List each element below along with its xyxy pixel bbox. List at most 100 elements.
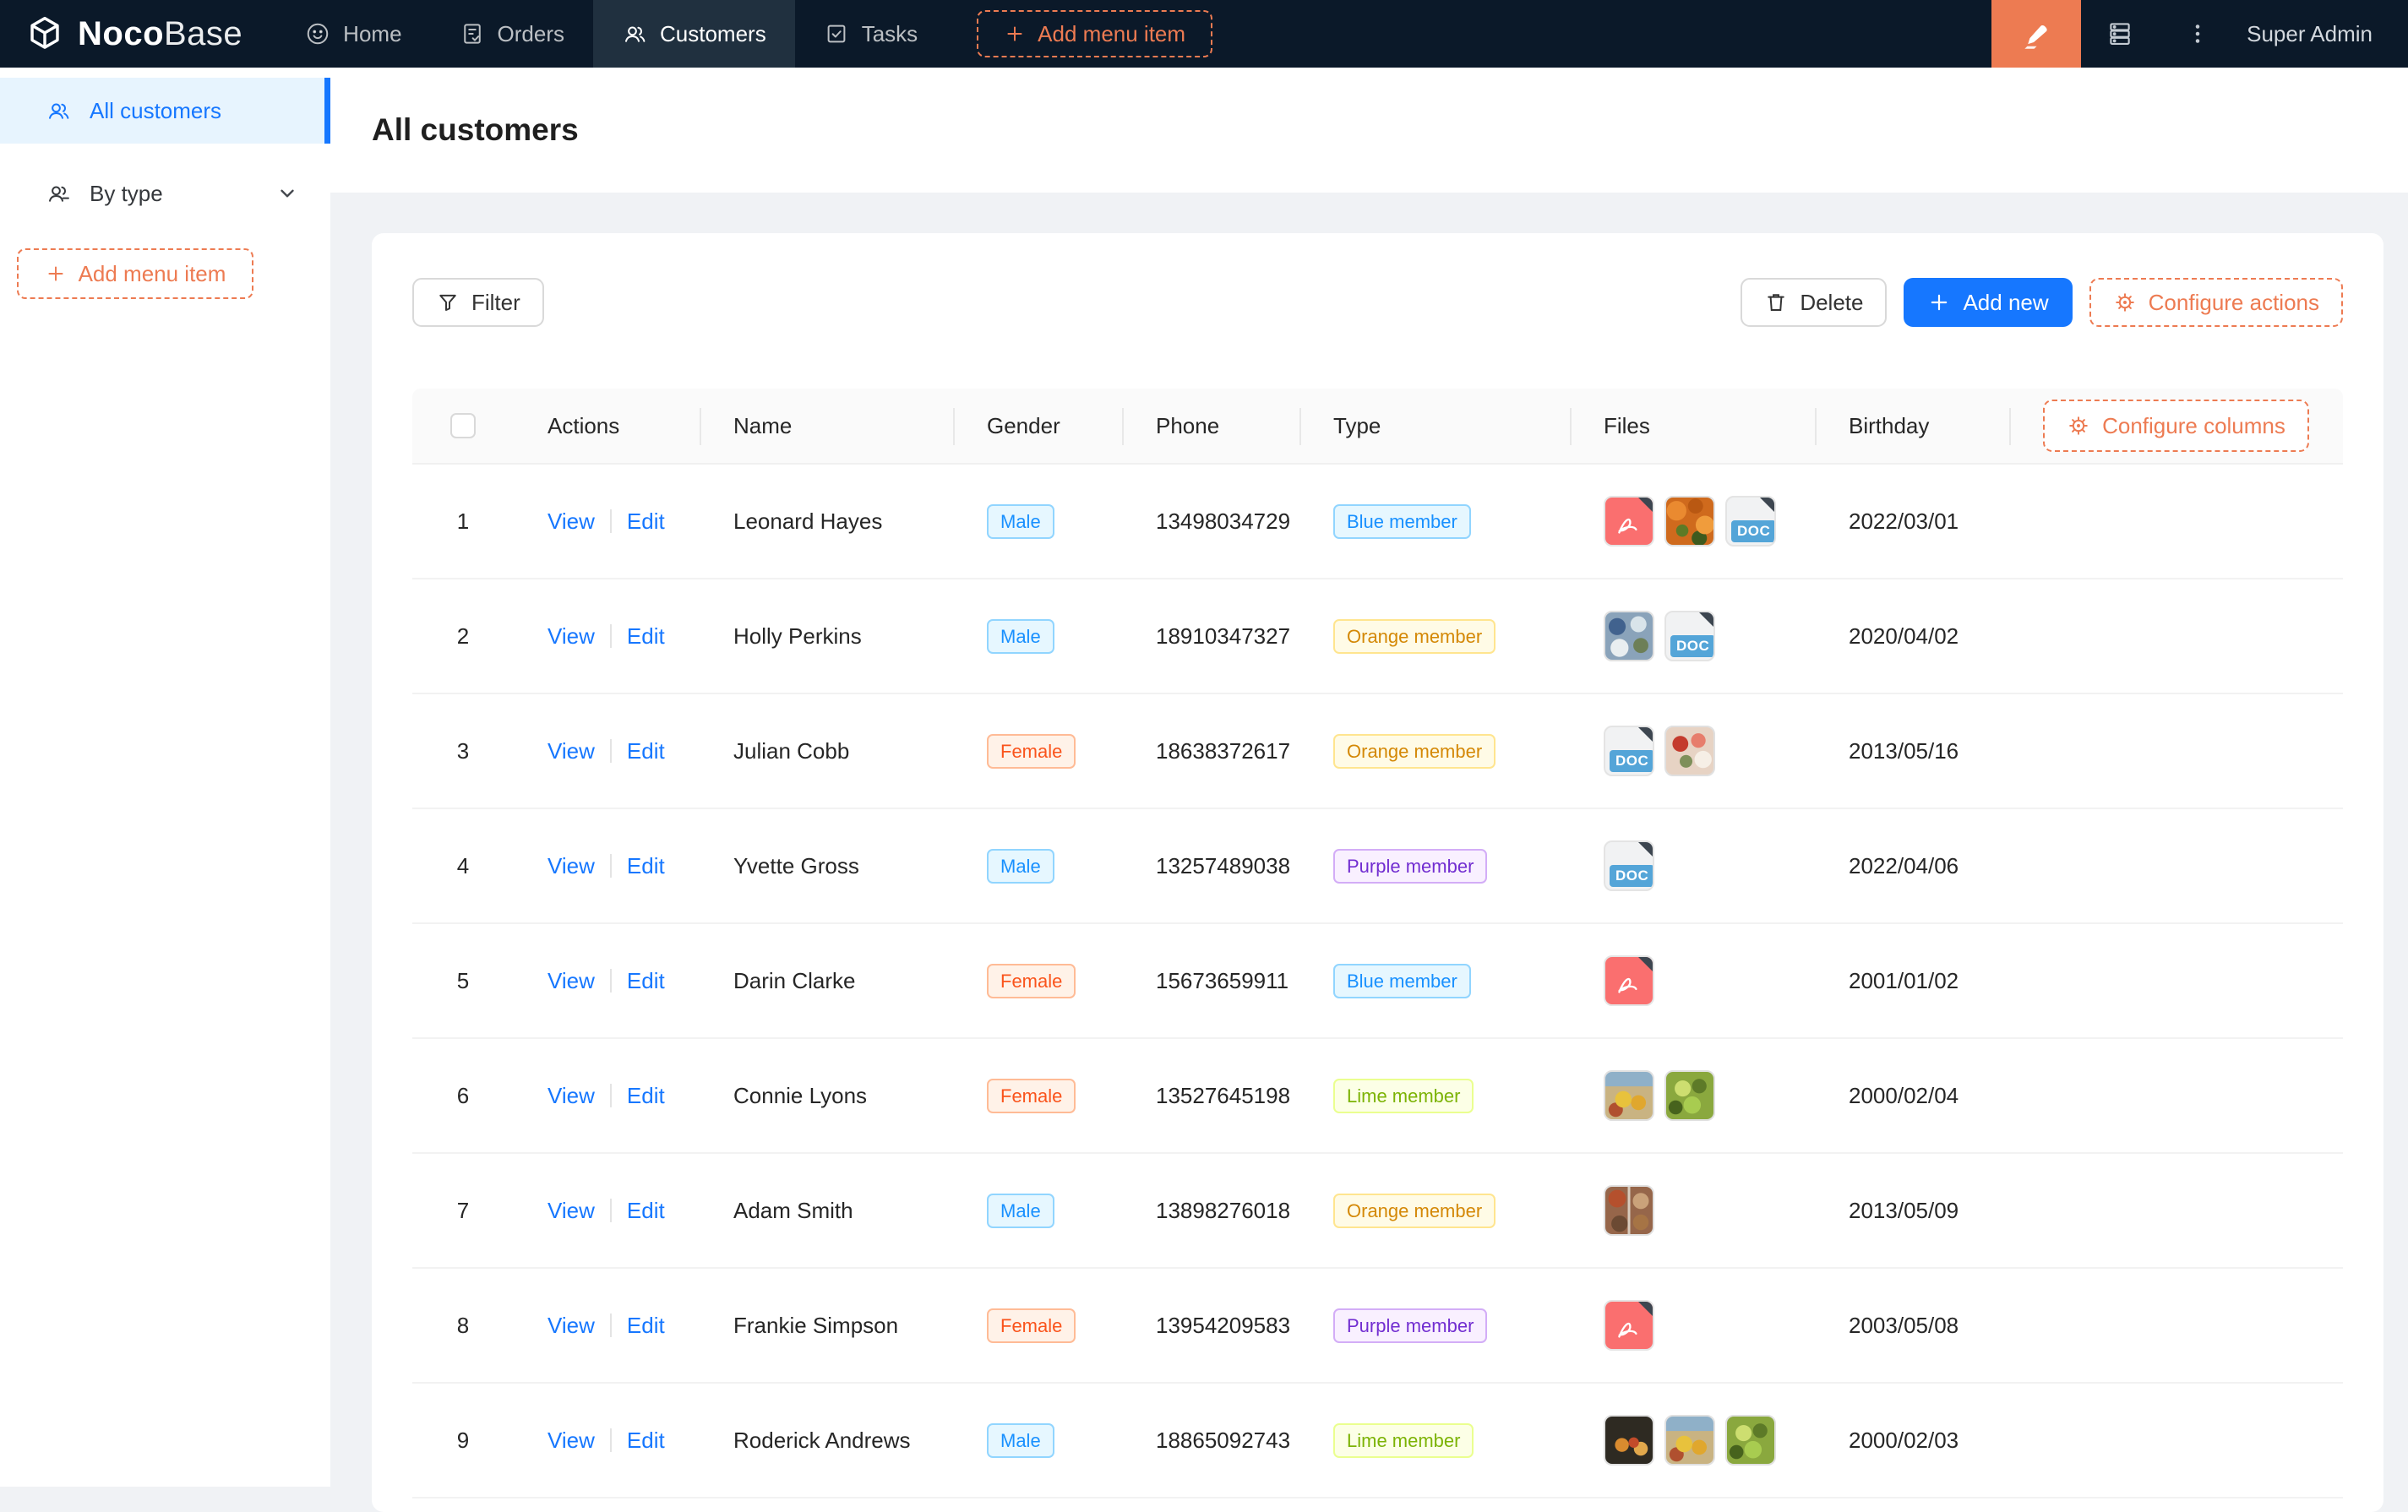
row-actions-cell: View Edit <box>514 1269 700 1382</box>
edit-link[interactable]: Edit <box>627 1198 665 1224</box>
phone-value: 13527645198 <box>1122 1039 1299 1152</box>
customer-name: Frankie Simpson <box>700 1269 953 1382</box>
link-divider <box>610 739 612 763</box>
view-link[interactable]: View <box>548 509 595 535</box>
birthday-value: 2022/04/06 <box>1815 809 2009 922</box>
view-link[interactable]: View <box>548 1083 595 1109</box>
table-row: 5ViewEditDarin ClarkeFemale15673659911Bl… <box>412 924 2343 1039</box>
nav-item-customers[interactable]: Customers <box>593 0 795 68</box>
pdf-file-icon[interactable] <box>1604 1300 1654 1351</box>
customer-name: Leonard Hayes <box>700 465 953 578</box>
edit-link[interactable]: Edit <box>627 623 665 650</box>
image-thumbnail[interactable] <box>1604 1185 1654 1236</box>
nav-add-menu-item-button[interactable]: Add menu item <box>977 10 1212 57</box>
select-all-checkbox[interactable] <box>450 413 476 438</box>
image-thumbnail[interactable] <box>1664 1415 1715 1466</box>
doc-file-icon[interactable]: DOC <box>1725 496 1776 547</box>
table-row: 2ViewEditHolly PerkinsMale18910347327Ora… <box>412 579 2343 694</box>
table-row: 7ViewEditAdam SmithMale13898276018Orange… <box>412 1154 2343 1269</box>
image-thumbnail[interactable] <box>1725 1415 1776 1466</box>
plugin-manager-button[interactable] <box>2081 0 2159 68</box>
view-link[interactable]: View <box>548 1428 595 1454</box>
row-number: 3 <box>457 738 469 764</box>
ui-editor-button[interactable] <box>1991 0 2081 68</box>
row-number: 9 <box>457 1428 469 1454</box>
gender-tag: Female <box>987 1308 1076 1343</box>
nav-item-tasks[interactable]: Tasks <box>795 0 946 68</box>
sidebar-add-menu-item-button[interactable]: Add menu item <box>17 248 253 299</box>
add-new-button[interactable]: Add new <box>1904 278 2072 327</box>
team-icon <box>46 181 71 206</box>
type-cell: Blue member <box>1299 924 1570 1037</box>
edit-link[interactable]: Edit <box>627 509 665 535</box>
files-cell <box>1570 1269 1815 1382</box>
view-link[interactable]: View <box>548 738 595 764</box>
view-link[interactable]: View <box>548 1198 595 1224</box>
table-row: 8ViewEditFrankie SimpsonFemale1395420958… <box>412 1269 2343 1384</box>
gender-tag: Male <box>987 619 1054 654</box>
plus-icon <box>1927 291 1951 314</box>
sidebar-item-all-customers[interactable]: All customers <box>0 78 330 144</box>
doc-file-icon[interactable]: DOC <box>1604 840 1654 891</box>
add-new-label: Add new <box>1963 290 2048 316</box>
birthday-value: 2000/02/03 <box>1815 1384 2009 1497</box>
page-title: All customers <box>372 112 579 148</box>
edit-link[interactable]: Edit <box>627 968 665 994</box>
customer-name: Darin Clarke <box>700 924 953 1037</box>
image-thumbnail[interactable] <box>1664 726 1715 776</box>
edit-link[interactable]: Edit <box>627 1083 665 1109</box>
view-link[interactable]: View <box>548 1313 595 1339</box>
row-select-cell: 5 <box>412 924 514 1037</box>
birthday-value: 2001/01/02 <box>1815 924 2009 1037</box>
image-thumbnail[interactable] <box>1664 496 1715 547</box>
table-row: 1ViewEditLeonard HayesMale13498034729Blu… <box>412 465 2343 579</box>
row-actions-cell: View Edit <box>514 579 700 693</box>
filter-button[interactable]: Filter <box>412 278 544 327</box>
image-thumbnail[interactable] <box>1604 1415 1654 1466</box>
edit-link[interactable]: Edit <box>627 1428 665 1454</box>
gender-tag: Female <box>987 964 1076 998</box>
image-thumbnail[interactable] <box>1604 1070 1654 1121</box>
edit-link[interactable]: Edit <box>627 738 665 764</box>
sidebar-add-menu-item-label: Add menu item <box>79 261 226 287</box>
edit-link[interactable]: Edit <box>627 1313 665 1339</box>
table-row: 3ViewEditJulian CobbFemale18638372617Ora… <box>412 694 2343 809</box>
row-actions-cell: View Edit <box>514 1039 700 1152</box>
files-list <box>1604 1300 1654 1351</box>
column-header-phone: Phone <box>1122 389 1299 463</box>
more-options-button[interactable] <box>2159 0 2236 68</box>
phone-value: 13898276018 <box>1122 1154 1299 1267</box>
nocobase-logo[interactable]: NocoBase <box>0 14 276 53</box>
server-stack-icon <box>2106 19 2134 48</box>
pdf-file-icon[interactable] <box>1604 955 1654 1006</box>
view-link[interactable]: View <box>548 853 595 879</box>
nav-item-home[interactable]: Home <box>276 0 430 68</box>
type-tag: Blue member <box>1333 504 1471 539</box>
view-link[interactable]: View <box>548 968 595 994</box>
configure-actions-button[interactable]: Configure actions <box>2089 278 2343 327</box>
row-actions-cell: View Edit <box>514 1154 700 1267</box>
gender-cell: Male <box>953 1384 1122 1497</box>
row-number: 6 <box>457 1083 469 1109</box>
doc-file-icon[interactable]: DOC <box>1664 611 1715 661</box>
user-menu[interactable]: Super Admin <box>2236 21 2408 47</box>
configure-cell-spacer <box>2009 1154 2343 1267</box>
delete-button[interactable]: Delete <box>1741 278 1887 327</box>
view-link[interactable]: View <box>548 623 595 650</box>
link-divider <box>610 1084 612 1107</box>
trash-icon <box>1764 291 1788 314</box>
image-thumbnail[interactable] <box>1604 611 1654 661</box>
folded-corner <box>1637 955 1654 973</box>
edit-link[interactable]: Edit <box>627 853 665 879</box>
gender-cell: Female <box>953 1039 1122 1152</box>
configure-columns-button[interactable]: Configure columns <box>2043 400 2309 452</box>
doc-file-icon[interactable]: DOC <box>1604 726 1654 776</box>
column-header-name: Name <box>700 389 953 463</box>
files-cell <box>1570 1384 1815 1497</box>
pdf-file-icon[interactable] <box>1604 496 1654 547</box>
files-cell: DOC <box>1570 694 1815 808</box>
sidebar-item-by-type[interactable]: By type <box>0 160 330 226</box>
nav-item-orders[interactable]: Orders <box>431 0 593 68</box>
image-thumbnail[interactable] <box>1664 1070 1715 1121</box>
folded-corner <box>1637 840 1654 858</box>
